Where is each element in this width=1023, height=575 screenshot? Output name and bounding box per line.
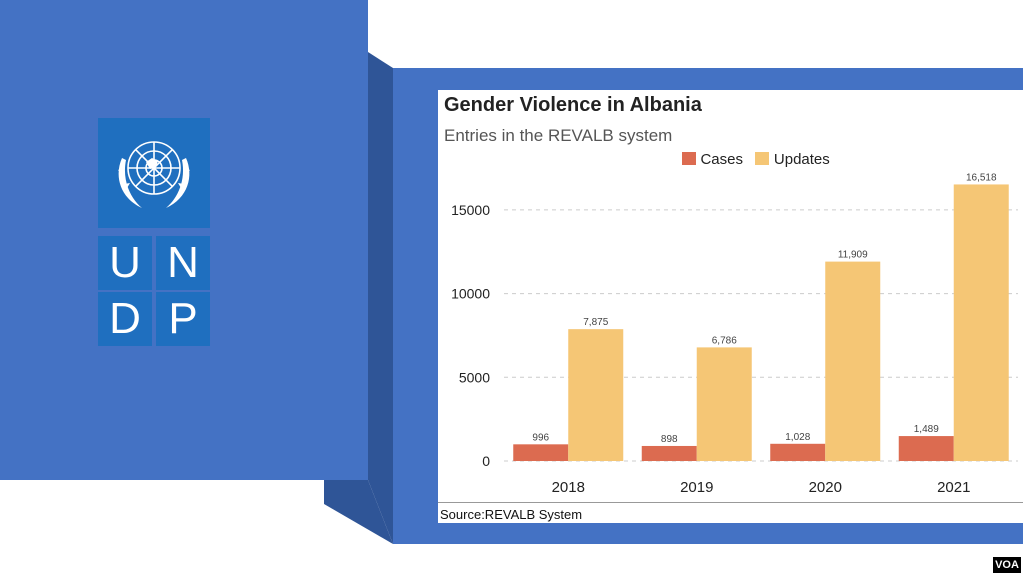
data-label-updates-2021: 16,518 xyxy=(966,172,997,183)
logo-letter-n: N xyxy=(156,236,210,290)
chart-legend: Cases Updates xyxy=(682,151,830,169)
logo-letter-u: U xyxy=(98,236,152,290)
chart-title: Gender Violence in Albania xyxy=(444,94,702,116)
bar-cases-2018 xyxy=(513,444,569,461)
undp-logo: U N D P xyxy=(98,118,210,346)
bar-cases-2020 xyxy=(770,443,826,461)
chart-card: Gender Violence in Albania Entries in th… xyxy=(438,90,1023,523)
legend-label-cases: Cases xyxy=(700,151,743,168)
voa-badge: VOA xyxy=(993,557,1021,573)
legend-swatch-updates xyxy=(755,152,770,165)
data-label-cases-2018: 996 xyxy=(532,432,549,443)
bar-updates-2020 xyxy=(825,261,881,461)
bar-cases-2019 xyxy=(641,445,697,461)
x-tick-label-2019: 2019 xyxy=(680,479,713,496)
bar-updates-2021 xyxy=(953,184,1009,462)
data-label-updates-2020: 11,909 xyxy=(838,250,868,261)
legend-label-updates: Updates xyxy=(773,151,830,168)
chart-subtitle: Entries in the REVALB system xyxy=(444,126,673,145)
data-label-updates-2018: 7,875 xyxy=(583,317,608,328)
logo-letter-d: D xyxy=(98,292,152,346)
bar-chart-plot: 0 5000 10000 15000 996 7,875 2018 898 6,786 2019 1… xyxy=(451,172,1018,496)
legend-swatch-cases xyxy=(682,152,696,165)
logo-letter-p: P xyxy=(156,292,210,346)
data-label-cases-2021: 1,489 xyxy=(914,424,939,435)
x-tick-label-2021: 2021 xyxy=(937,479,970,496)
chart-source: Source:REVALB System xyxy=(440,507,583,522)
bar-updates-2018 xyxy=(568,329,624,461)
un-emblem-icon xyxy=(98,118,210,228)
bar-cases-2021 xyxy=(898,436,954,461)
y-tick-label-1: 5000 xyxy=(459,369,490,385)
data-label-cases-2020: 1,028 xyxy=(785,432,810,443)
data-label-updates-2019: 6,786 xyxy=(712,335,737,346)
y-tick-label-2: 10000 xyxy=(451,286,490,302)
data-label-cases-2019: 898 xyxy=(661,434,678,445)
y-tick-label-0: 0 xyxy=(482,453,490,469)
left-blue-panel: U N D P xyxy=(0,0,368,480)
x-tick-label-2018: 2018 xyxy=(552,479,585,496)
bar-updates-2019 xyxy=(696,347,752,461)
source-divider xyxy=(438,502,1023,503)
y-tick-label-3: 15000 xyxy=(451,202,490,218)
x-tick-label-2020: 2020 xyxy=(809,479,842,496)
